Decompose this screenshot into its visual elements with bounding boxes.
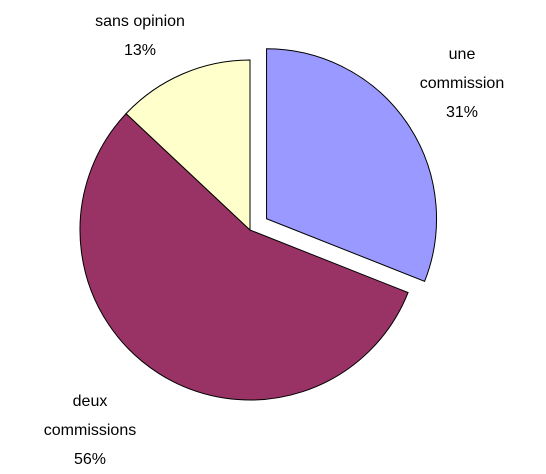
slice-name: une commission [419,46,505,92]
slice-percent: 56% [73,451,107,468]
slice-name: deux commissions [43,393,137,439]
slice-label: une commission 31% [412,40,512,127]
pie-slice [125,59,251,232]
slice-percent: 31% [445,104,479,121]
slice-label: sans opinion 13% [65,7,215,65]
slice-name: sans opinion [95,13,185,30]
pie-slice [266,48,438,282]
pie-slice [79,112,409,401]
slice-label: deux commissions 56% [30,387,150,474]
slice-percent: 13% [123,42,157,59]
